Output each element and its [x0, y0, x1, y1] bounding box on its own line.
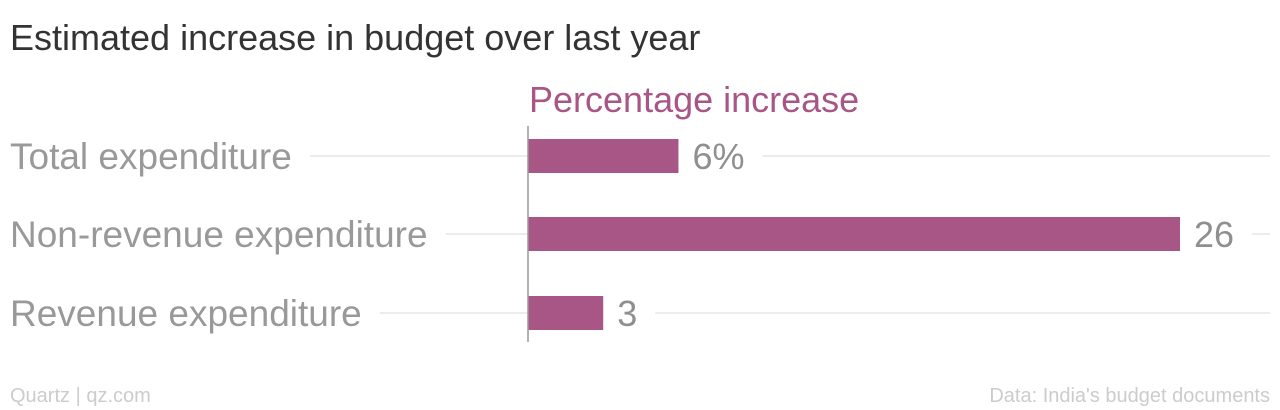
footer-source-left: Quartz | qz.com: [10, 385, 151, 407]
value-labels: 6% 26 3: [617, 136, 1234, 334]
chart-title: Estimated increase in budget over last y…: [10, 17, 700, 58]
bar-value-label: 26: [1194, 214, 1234, 255]
bar: [528, 217, 1180, 251]
series-header: Percentage increase: [529, 79, 859, 120]
bar: [528, 296, 604, 330]
bar-value-label: 3: [617, 293, 637, 334]
bars: [528, 139, 1180, 330]
category-label: Non-revenue expenditure: [10, 214, 428, 255]
footer-source-right: Data: India's budget documents: [989, 385, 1270, 407]
gridlines: [309, 155, 1270, 314]
category-labels: Total expenditure Non-revenue expenditure…: [10, 136, 428, 334]
category-label: Revenue expenditure: [10, 293, 362, 334]
category-label: Total expenditure: [10, 136, 292, 177]
bar-value-label: 6%: [692, 136, 744, 177]
bar: [528, 139, 679, 173]
